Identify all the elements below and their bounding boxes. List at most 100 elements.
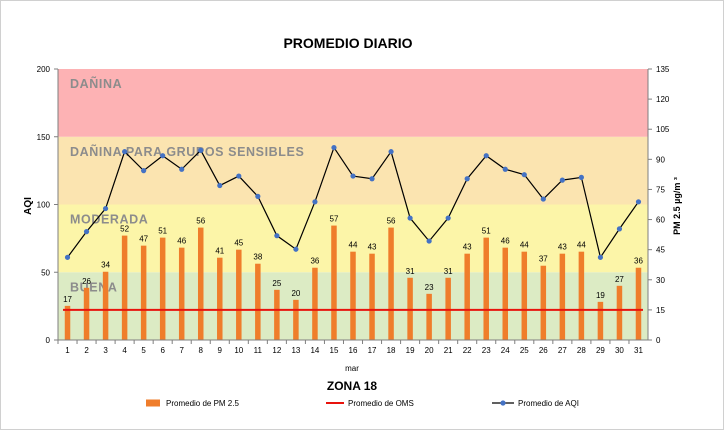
aqi-point-12	[274, 233, 280, 239]
pm25-bar-label-13: 20	[291, 289, 300, 298]
aqi-point-30	[616, 226, 623, 232]
x-axis-label: mar	[345, 364, 359, 373]
pm25-bar-12	[274, 289, 280, 340]
pm25-bar-8	[197, 227, 204, 340]
pm25-bar-25	[521, 251, 528, 340]
x-tick-15: 15	[330, 346, 339, 355]
pm25-bar-label-3: 34	[101, 261, 110, 270]
aqi-point-22	[464, 176, 470, 182]
aqi-band-label-2: DAÑINA PARA GRUPOS SENSIBLES	[70, 144, 304, 159]
x-tick-26: 26	[539, 346, 548, 355]
x-tick-30: 30	[615, 346, 624, 355]
x-tick-5: 5	[141, 346, 146, 355]
aqi-point-15	[331, 144, 337, 151]
x-tick-31: 31	[634, 346, 643, 355]
aqi-point-31	[635, 199, 642, 205]
pm25-bar-29	[597, 301, 604, 340]
aqi-point-16	[350, 173, 356, 179]
aqi-point-18	[388, 149, 394, 155]
pm25-bar-18	[388, 227, 394, 340]
pm25-bar-5	[140, 245, 147, 340]
aqi-point-17	[369, 176, 375, 182]
pm25-bar-label-6: 51	[158, 227, 167, 236]
aqi-point-23	[483, 153, 489, 159]
x-tick-13: 13	[291, 346, 300, 355]
pm25-bar-label-29: 19	[596, 291, 605, 300]
aqi-point-2	[83, 229, 90, 235]
pm25-bar-label-31: 36	[634, 257, 643, 266]
pm25-bar-21	[445, 277, 451, 340]
x-tick-10: 10	[234, 346, 243, 355]
pm25-bar-label-4: 52	[120, 225, 129, 234]
pm25-bar-31	[635, 267, 642, 340]
pm25-bar-1	[64, 305, 71, 340]
x-tick-4: 4	[122, 346, 127, 355]
aqi-point-29	[597, 254, 604, 260]
pm25-bar-label-15: 57	[330, 215, 339, 224]
x-tick-27: 27	[558, 346, 567, 355]
x-tick-7: 7	[179, 346, 184, 355]
x-tick-2: 2	[84, 346, 89, 355]
aqi-band-3	[58, 69, 648, 137]
y-axis-right-label: PM 2.5 µg/m ³	[672, 177, 682, 235]
aqi-point-20	[426, 238, 432, 244]
pm25-bar-label-1: 17	[63, 295, 72, 304]
y-right-tick-90: 90	[656, 155, 665, 164]
pm25-bar-label-21: 31	[444, 267, 453, 276]
pm25-bar-4	[121, 235, 128, 340]
legend-oms-label: Promedio de OMS	[348, 399, 414, 408]
y-right-tick-30: 30	[656, 276, 665, 285]
x-tick-28: 28	[577, 346, 586, 355]
y-right-tick-120: 120	[656, 95, 670, 104]
aqi-point-4	[122, 149, 128, 155]
y-right-tick-135: 135	[656, 65, 670, 74]
pm25-bar-2	[83, 287, 90, 340]
pm25-bar-16	[350, 251, 356, 340]
pm25-bar-label-12: 25	[272, 279, 281, 288]
y-right-tick-105: 105	[656, 125, 670, 134]
x-tick-14: 14	[310, 346, 319, 355]
y-left-tick-150: 150	[37, 133, 51, 142]
aqi-band-label-1: MODERADA	[70, 213, 148, 227]
y-left-tick-200: 200	[37, 65, 51, 74]
y-right-tick-60: 60	[656, 216, 665, 225]
pm25-bar-label-5: 47	[139, 235, 148, 244]
aqi-point-27	[559, 177, 565, 183]
x-tick-6: 6	[160, 346, 165, 355]
x-tick-20: 20	[425, 346, 434, 355]
pm25-bar-label-22: 43	[463, 243, 472, 252]
x-tick-12: 12	[272, 346, 281, 355]
pm25-bar-20	[426, 293, 432, 340]
pm25-bar-label-30: 27	[615, 275, 624, 284]
aqi-point-1	[64, 254, 71, 260]
pm25-bar-7	[178, 247, 185, 340]
legend-aqi-swatch-marker	[500, 400, 506, 406]
x-tick-21: 21	[444, 346, 453, 355]
pm25-bar-label-11: 38	[253, 253, 262, 262]
legend-pm25-label: Promedio de PM 2.5	[166, 399, 239, 408]
pm25-bar-label-2: 26	[82, 277, 91, 286]
x-tick-19: 19	[406, 346, 415, 355]
aqi-point-11	[255, 193, 261, 199]
pm25-bar-30	[616, 285, 623, 340]
pm25-bar-label-8: 56	[196, 217, 205, 226]
pm25-bar-label-17: 43	[368, 243, 377, 252]
pm25-bar-19	[407, 277, 413, 340]
pm25-bar-27	[559, 253, 566, 340]
x-tick-23: 23	[482, 346, 491, 355]
pm25-bar-label-18: 56	[387, 217, 396, 226]
legend-aqi-label: Promedio de AQI	[518, 399, 579, 408]
aqi-point-21	[445, 215, 451, 221]
pm25-bar-label-28: 44	[577, 241, 586, 250]
x-tick-16: 16	[349, 346, 358, 355]
pm25-bar-14	[312, 267, 318, 340]
chart-title: PROMEDIO DIARIO	[283, 35, 412, 51]
pm25-bar-label-25: 44	[520, 241, 529, 250]
pm25-bar-label-27: 43	[558, 243, 567, 252]
aqi-point-6	[160, 153, 166, 159]
pm25-bar-13	[293, 299, 299, 340]
pm25-bar-9	[217, 257, 223, 340]
pm25-bar-label-23: 51	[482, 227, 491, 236]
